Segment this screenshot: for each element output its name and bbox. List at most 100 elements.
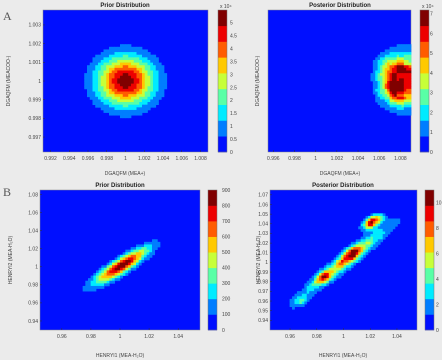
density-cell bbox=[136, 260, 140, 263]
density-cell bbox=[406, 62, 409, 66]
density-cell bbox=[375, 75, 378, 79]
density-cell bbox=[95, 67, 99, 71]
density-cell bbox=[363, 218, 366, 222]
density-cell bbox=[114, 262, 118, 266]
colorbar-exponent: x 10⁴ bbox=[220, 4, 232, 10]
density-cell bbox=[387, 70, 390, 74]
density-cell bbox=[114, 272, 118, 276]
density-cell bbox=[403, 78, 407, 82]
density-cell bbox=[98, 78, 102, 82]
density-cell bbox=[384, 104, 388, 108]
density-cell bbox=[399, 75, 402, 79]
density-cell bbox=[95, 65, 99, 69]
density-cell bbox=[355, 252, 359, 256]
density-cell bbox=[117, 257, 121, 261]
density-cell bbox=[114, 265, 118, 269]
density-cell bbox=[375, 231, 379, 235]
density-cell bbox=[372, 239, 376, 243]
density-cell bbox=[128, 44, 132, 48]
density-cell bbox=[122, 104, 126, 108]
density-cell bbox=[114, 267, 118, 271]
density-cell bbox=[147, 102, 151, 106]
density-cell bbox=[144, 65, 148, 69]
density-cell bbox=[112, 272, 116, 276]
density-cell bbox=[387, 59, 390, 63]
density-cell bbox=[133, 109, 137, 113]
density-cell bbox=[146, 252, 150, 256]
density-field bbox=[370, 44, 412, 116]
density-cell bbox=[403, 54, 407, 58]
density-cell bbox=[380, 234, 384, 238]
density-cell bbox=[387, 91, 390, 95]
colorbar: 00.511.522.533.544.55x 10⁴ bbox=[217, 4, 237, 156]
colorbar-tick-label: 0 bbox=[430, 150, 433, 156]
density-cell bbox=[372, 67, 376, 71]
density-cell bbox=[131, 78, 135, 82]
y-tick-label: 1.04 bbox=[28, 228, 38, 234]
density-cell bbox=[150, 102, 154, 106]
density-cell bbox=[375, 91, 378, 95]
density-cell bbox=[136, 99, 140, 103]
density-cell bbox=[142, 86, 146, 90]
density-cell bbox=[370, 241, 374, 245]
density-cell bbox=[103, 94, 107, 98]
colorbar-segment bbox=[420, 136, 429, 153]
density-cell bbox=[133, 67, 137, 71]
density-cell bbox=[114, 83, 118, 87]
x-tick-label: 1 bbox=[342, 334, 345, 340]
density-cell bbox=[348, 267, 352, 271]
density-cell bbox=[401, 57, 405, 61]
density-cell bbox=[380, 239, 384, 243]
density-cell bbox=[142, 70, 146, 74]
density-cell bbox=[128, 265, 132, 269]
density-cell bbox=[382, 104, 386, 108]
density-cell bbox=[326, 270, 330, 274]
x-tick-label: 0.998 bbox=[288, 156, 301, 162]
density-cell bbox=[360, 228, 364, 232]
density-cell bbox=[399, 59, 402, 63]
density-cell bbox=[389, 73, 393, 77]
density-cell bbox=[336, 272, 339, 276]
density-cell bbox=[375, 223, 379, 227]
density-cell bbox=[377, 231, 381, 235]
density-cell bbox=[104, 278, 108, 282]
density-cell bbox=[95, 86, 99, 90]
density-cell bbox=[343, 262, 347, 266]
density-cell bbox=[133, 247, 137, 250]
density-cell bbox=[353, 257, 357, 261]
density-cell bbox=[338, 254, 342, 258]
density-cell bbox=[100, 94, 104, 98]
density-cell bbox=[336, 270, 339, 274]
density-cell bbox=[401, 81, 405, 84]
density-cell bbox=[92, 91, 96, 95]
density-cell bbox=[101, 267, 105, 271]
colorbar-segment bbox=[425, 314, 434, 331]
density-cell bbox=[368, 241, 371, 245]
density-cell bbox=[106, 267, 110, 271]
density-cell bbox=[122, 75, 126, 79]
density-cell bbox=[98, 285, 102, 289]
density-cell bbox=[133, 262, 137, 266]
density-cell bbox=[120, 46, 124, 50]
density-cell bbox=[131, 46, 135, 50]
density-cell bbox=[375, 236, 379, 240]
density-cell bbox=[375, 96, 378, 100]
density-cell bbox=[131, 70, 135, 74]
density-cell bbox=[301, 301, 305, 305]
density-cell bbox=[408, 96, 412, 100]
density-cell bbox=[372, 215, 376, 219]
density-cell bbox=[333, 275, 337, 279]
density-cell bbox=[106, 75, 110, 79]
density-cell bbox=[301, 293, 305, 297]
density-cell bbox=[370, 244, 374, 248]
density-cell bbox=[384, 73, 388, 77]
density-cell bbox=[375, 234, 379, 238]
density-cell bbox=[408, 44, 412, 48]
density-cell bbox=[150, 86, 154, 90]
density-cell bbox=[375, 88, 378, 92]
density-cell bbox=[391, 83, 395, 87]
density-cell bbox=[125, 54, 129, 58]
density-cell bbox=[125, 252, 129, 256]
density-cell bbox=[408, 104, 412, 108]
density-cell bbox=[155, 81, 159, 84]
